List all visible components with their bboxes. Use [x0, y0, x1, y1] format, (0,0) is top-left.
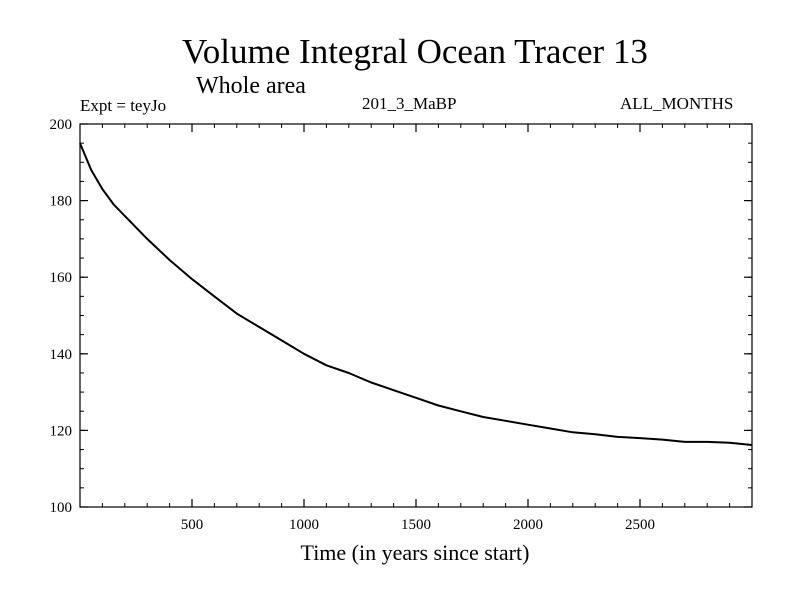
series-line	[79, 142, 753, 446]
y-tick-label: 200	[50, 117, 73, 133]
y-tick-label: 100	[50, 500, 73, 516]
plot-frame	[79, 123, 753, 508]
y-tick-label: 180	[50, 194, 73, 210]
y-tick-label: 160	[50, 270, 73, 286]
run-id-label: 201_3_MaBP	[362, 94, 457, 113]
y-tick-label: 140	[50, 347, 73, 363]
experiment-label: Expt = teyJo	[80, 96, 167, 115]
x-tick-label: 500	[181, 517, 204, 533]
months-label: ALL_MONTHS	[620, 94, 734, 113]
y-tick-label: 120	[50, 423, 73, 439]
x-tick-label: 2000	[513, 517, 543, 533]
x-tick-label: 2500	[625, 517, 655, 533]
x-tick-label: 1500	[401, 517, 431, 533]
x-tick-label: 1000	[289, 517, 319, 533]
x-axis-label: Time (in years since start)	[300, 540, 530, 565]
chart-subtitle: Whole area	[196, 73, 306, 99]
chart-title: Volume Integral Ocean Tracer 13	[182, 32, 648, 71]
